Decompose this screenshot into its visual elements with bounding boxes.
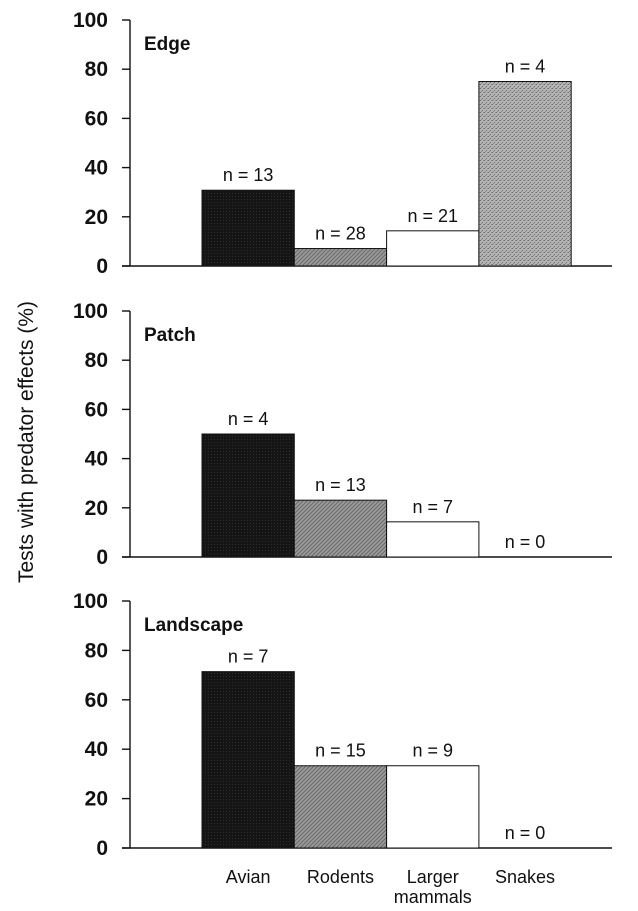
y-axis-title: Tests with predator effects (%) [15,301,38,583]
panel-title: Landscape [144,615,243,636]
y-tick-label: 40 [85,157,108,180]
y-tick-label: 60 [85,689,108,712]
y-tick-label: 0 [96,837,108,860]
n-label-snakes: n = 0 [505,532,546,552]
n-label-larger-mammals: n = 21 [407,206,458,226]
x-category-label: mammals [394,887,472,907]
y-tick-label: 0 [96,546,108,569]
y-tick-label: 100 [73,9,108,32]
n-label-rodents: n = 15 [315,741,366,761]
y-tick-label: 60 [85,107,108,130]
y-tick-label: 80 [85,639,108,662]
panel-patch: 0 20 40 60 80 100 Patch n = 4 n = 13 n = 7 n = 0 [73,300,612,569]
bar-landscape-larger-mammals [386,765,480,849]
bar-edge-avian [201,189,295,267]
panel-landscape: 0 20 40 60 80 100 Landscape n = 7 n = 15 n = 9 n =… [73,590,612,860]
n-label-avian: n = 13 [223,165,274,185]
bar-patch-larger-mammals [386,521,480,558]
n-label-avian: n = 4 [228,409,269,429]
y-tick-label: 20 [85,497,108,520]
bar-landscape-rodents [293,765,388,849]
bar-patch-rodents [293,499,388,558]
y-tick-label: 60 [85,398,108,421]
panel-title: Edge [144,34,190,55]
x-category-label: Larger [407,867,459,887]
n-label-larger-mammals: n = 9 [412,741,453,761]
x-category-label: Avian [226,867,271,887]
n-label-larger-mammals: n = 7 [412,497,453,517]
panel-title: Patch [144,325,196,346]
y-tick-label: 20 [85,206,108,229]
bar-edge-larger-mammals [386,230,480,267]
y-tick-label: 80 [85,349,108,372]
x-category-label: Snakes [495,867,555,887]
n-label-snakes: n = 4 [505,57,546,77]
panel-edge: 0 20 40 60 80 100 Edge n = 13 n = 28 n = 21 n = 4 [73,9,612,278]
n-label-snakes: n = 0 [505,823,546,843]
y-tick-label: 100 [73,300,108,323]
y-tick-label: 0 [96,255,108,278]
bar-edge-snakes [478,81,572,267]
y-tick-label: 100 [73,590,108,613]
n-label-avian: n = 7 [228,647,269,667]
bar-edge-rodents [293,248,388,267]
n-label-rodents: n = 28 [315,224,366,244]
bar-patch-avian [201,433,295,558]
x-category-label: Rodents [307,867,374,887]
y-tick-label: 40 [85,448,108,471]
n-label-rodents: n = 13 [315,475,366,495]
bar-landscape-avian [201,671,295,849]
y-tick-label: 40 [85,738,108,761]
y-tick-label: 20 [85,788,108,811]
y-tick-label: 80 [85,58,108,81]
